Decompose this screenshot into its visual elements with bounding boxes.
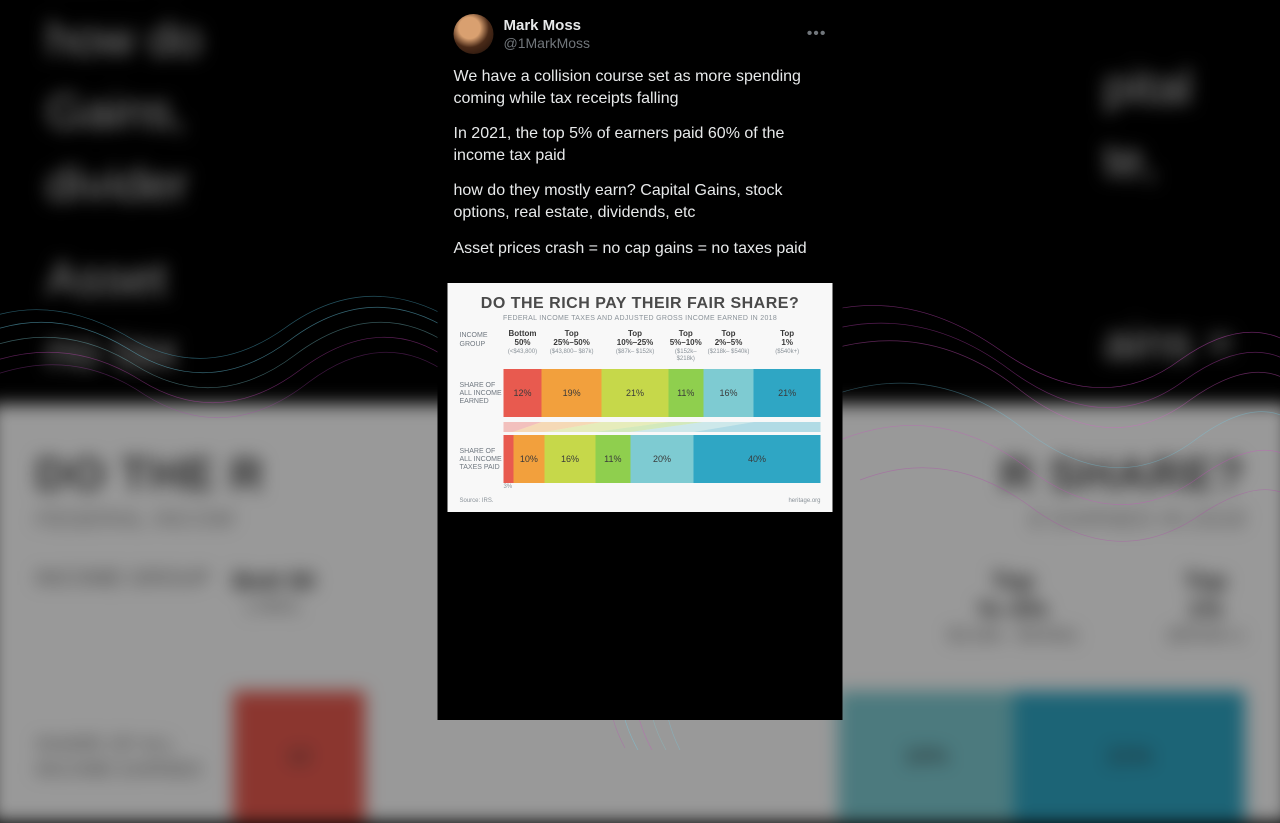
- chart-column-head: Top5%–10%($152k– $218k): [668, 330, 703, 363]
- chart-column-head: Top10%–25%($87k– $152k): [602, 330, 669, 363]
- bg-tweet-text-left: 60% o how do Gains, divider Asset no tax: [46, 0, 202, 389]
- tweet-container: Mark Moss @1MarkMoss ••• We have a colli…: [438, 0, 843, 283]
- tweet-paragraph: Asset prices crash = no cap gains = no t…: [454, 238, 827, 260]
- chart-bar-taxes: 10%: [513, 435, 545, 483]
- chart-bar-earned: 11%: [668, 369, 703, 417]
- chart-bar-taxes: 16%: [545, 435, 596, 483]
- chart-bar-earned: 21%: [754, 369, 821, 417]
- tweet-paragraph: We have a collision course set as more s…: [454, 66, 827, 109]
- chart-earned-row: SHARE OF ALL INCOME EARNED 12%19%21%11%1…: [460, 369, 821, 417]
- chart-bar-earned: 16%: [703, 369, 754, 417]
- chart-row-label-taxes: SHARE OF ALL INCOME TAXES PAID: [460, 446, 504, 473]
- chart-column-headers: INCOME GROUP Bottom50%(<$43,800)Top25%–5…: [460, 330, 821, 363]
- chart-bar-earned: 12%: [504, 369, 542, 417]
- avatar[interactable]: [454, 14, 494, 54]
- chart-bar-taxes: 40%: [694, 435, 821, 483]
- chart-column-head: Top25%–50%($43,800– $87k): [542, 330, 602, 363]
- bg-tweet-text-right: pital te, ains =: [1103, 52, 1234, 380]
- chart-bar-taxes: 11%: [595, 435, 630, 483]
- chart-source: Source: IRS.: [460, 498, 494, 504]
- chart-column-head: Bottom50%(<$43,800): [504, 330, 542, 363]
- tweet-header: Mark Moss @1MarkMoss •••: [454, 14, 827, 54]
- chart-column-head: Top2%–5%($218k– $540k): [703, 330, 754, 363]
- chart-bar-taxes: 20%: [630, 435, 693, 483]
- author-handle[interactable]: @1MarkMoss: [504, 35, 797, 52]
- chart-small-pct: 3%: [504, 484, 821, 490]
- chart-subtitle: FEDERAL INCOME TAXES AND ADJUSTED GROSS …: [460, 315, 821, 322]
- chart-attribution: heritage.org: [788, 498, 820, 504]
- tweet-paragraph: how do they mostly earn? Capital Gains, …: [454, 180, 827, 223]
- chart-bar-taxes: [504, 435, 514, 483]
- tweet-paragraph: In 2021, the top 5% of earners paid 60% …: [454, 123, 827, 166]
- chart-column-head: Top1%($540k+): [754, 330, 821, 363]
- tweet-body: We have a collision course set as more s…: [454, 66, 827, 259]
- chart-card: DO THE RICH PAY THEIR FAIR SHARE? FEDERA…: [448, 283, 833, 512]
- chart-footer: Source: IRS. heritage.org: [460, 498, 821, 504]
- more-options-icon[interactable]: •••: [807, 25, 827, 43]
- author-name[interactable]: Mark Moss: [504, 17, 797, 35]
- chart-bar-earned: 21%: [602, 369, 669, 417]
- chart-bar-earned: 19%: [542, 369, 602, 417]
- chart-title: DO THE RICH PAY THEIR FAIR SHARE?: [460, 295, 821, 313]
- foreground-card: Mark Moss @1MarkMoss ••• We have a colli…: [438, 0, 843, 720]
- chart-connector-row: [460, 419, 821, 429]
- chart-row-label-earned: SHARE OF ALL INCOME EARNED: [460, 380, 504, 407]
- chart-row-label-groups: INCOME GROUP: [460, 330, 504, 349]
- chart-taxes-row: SHARE OF ALL INCOME TAXES PAID 10%16%11%…: [460, 435, 821, 483]
